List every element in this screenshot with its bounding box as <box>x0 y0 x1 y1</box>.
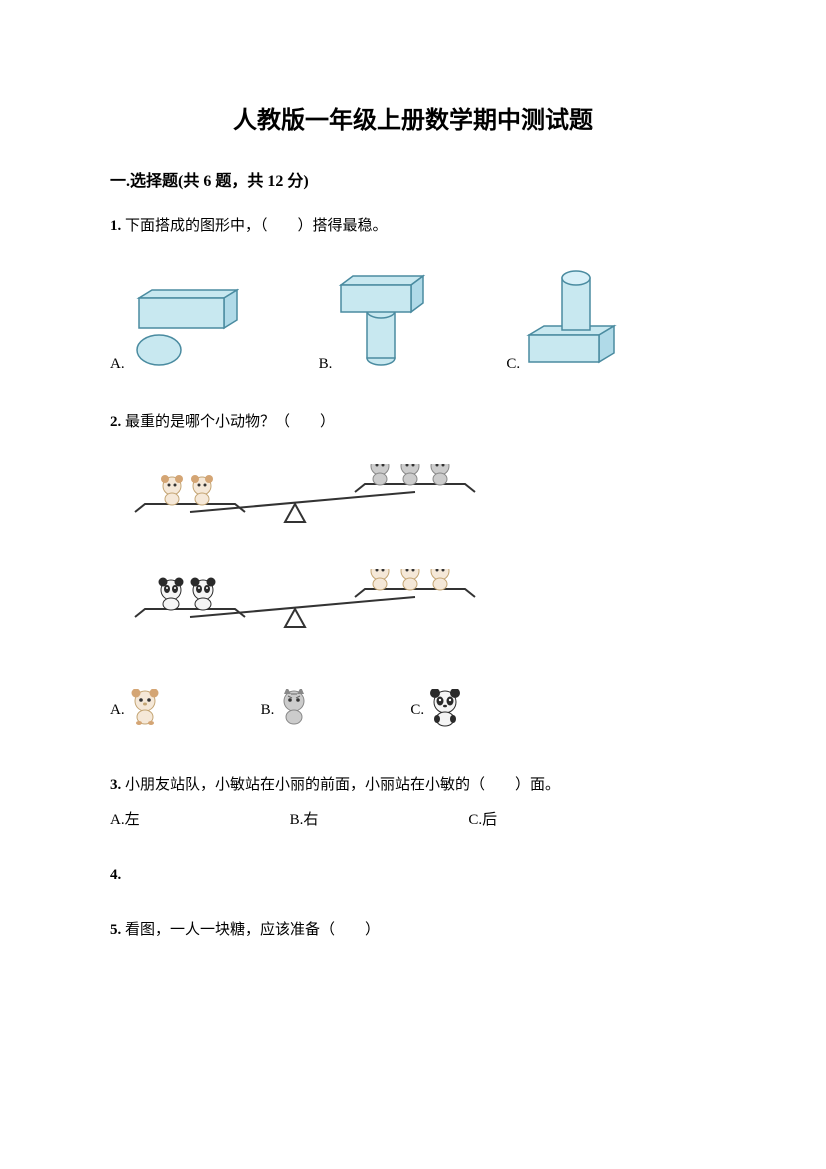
q4-number: 4. <box>110 867 121 883</box>
q3-number: 3. <box>110 777 121 793</box>
shape-box-on-cylinder-icon <box>129 288 239 373</box>
question-3: 3. 小朋友站队，小敏站在小丽的前面，小丽站在小敏的（ ）面。 A.左 B.右 … <box>110 772 716 834</box>
q1-optC-label: C. <box>506 356 520 373</box>
q3-optB: B.右 <box>290 807 319 834</box>
q1-optA-label: A. <box>110 356 125 373</box>
cat-icon <box>278 689 310 732</box>
q3-options: A.左 B.右 C.后 <box>110 807 716 834</box>
q3-text: 小朋友站队，小敏站在小丽的前面，小丽站在小敏的（ ）面。 <box>121 777 560 793</box>
shape-box-on-vertical-cylinder-icon <box>336 273 426 373</box>
scale-2 <box>110 569 716 659</box>
q1-option-c: C. <box>506 268 619 373</box>
q2-options: A. B. C. <box>110 689 716 732</box>
scale-1 <box>110 464 716 549</box>
question-4: 4. <box>110 862 716 889</box>
q1-number: 1. <box>110 218 121 234</box>
q2-option-a: A. <box>110 689 161 732</box>
question-2: 2. 最重的是哪个小动物？（ ） <box>110 409 716 436</box>
question-5: 5. 看图，一人一块糖，应该准备（ ） <box>110 917 716 944</box>
q3-optC: C.后 <box>468 807 497 834</box>
q2-optB-label: B. <box>261 702 275 719</box>
q3-optA: A.左 <box>110 807 140 834</box>
q2-scales <box>110 464 716 659</box>
panda-icon <box>428 689 462 732</box>
q1-optB-label: B. <box>319 356 333 373</box>
q1-text: 下面搭成的图形中，（ ）搭得最稳。 <box>121 218 387 234</box>
q5-text: 看图，一人一块糖，应该准备（ ） <box>121 922 380 938</box>
dog-icon <box>129 689 161 732</box>
q2-optA-label: A. <box>110 702 125 719</box>
shape-cylinder-on-box-icon <box>524 268 619 373</box>
q2-number: 2. <box>110 414 121 430</box>
q1-option-b: B. <box>319 273 427 373</box>
page-title: 人教版一年级上册数学期中测试题 <box>110 100 716 135</box>
q5-number: 5. <box>110 922 121 938</box>
question-1: 1. 下面搭成的图形中，（ ）搭得最稳。 <box>110 213 716 240</box>
q1-options: A. B. C. <box>110 268 716 373</box>
q1-option-a: A. <box>110 288 239 373</box>
section-header: 一.选择题(共 6 题，共 12 分) <box>110 167 716 191</box>
q2-option-b: B. <box>261 689 311 732</box>
q2-option-c: C. <box>410 689 462 732</box>
q2-optC-label: C. <box>410 702 424 719</box>
q2-text: 最重的是哪个小动物？（ ） <box>121 414 335 430</box>
